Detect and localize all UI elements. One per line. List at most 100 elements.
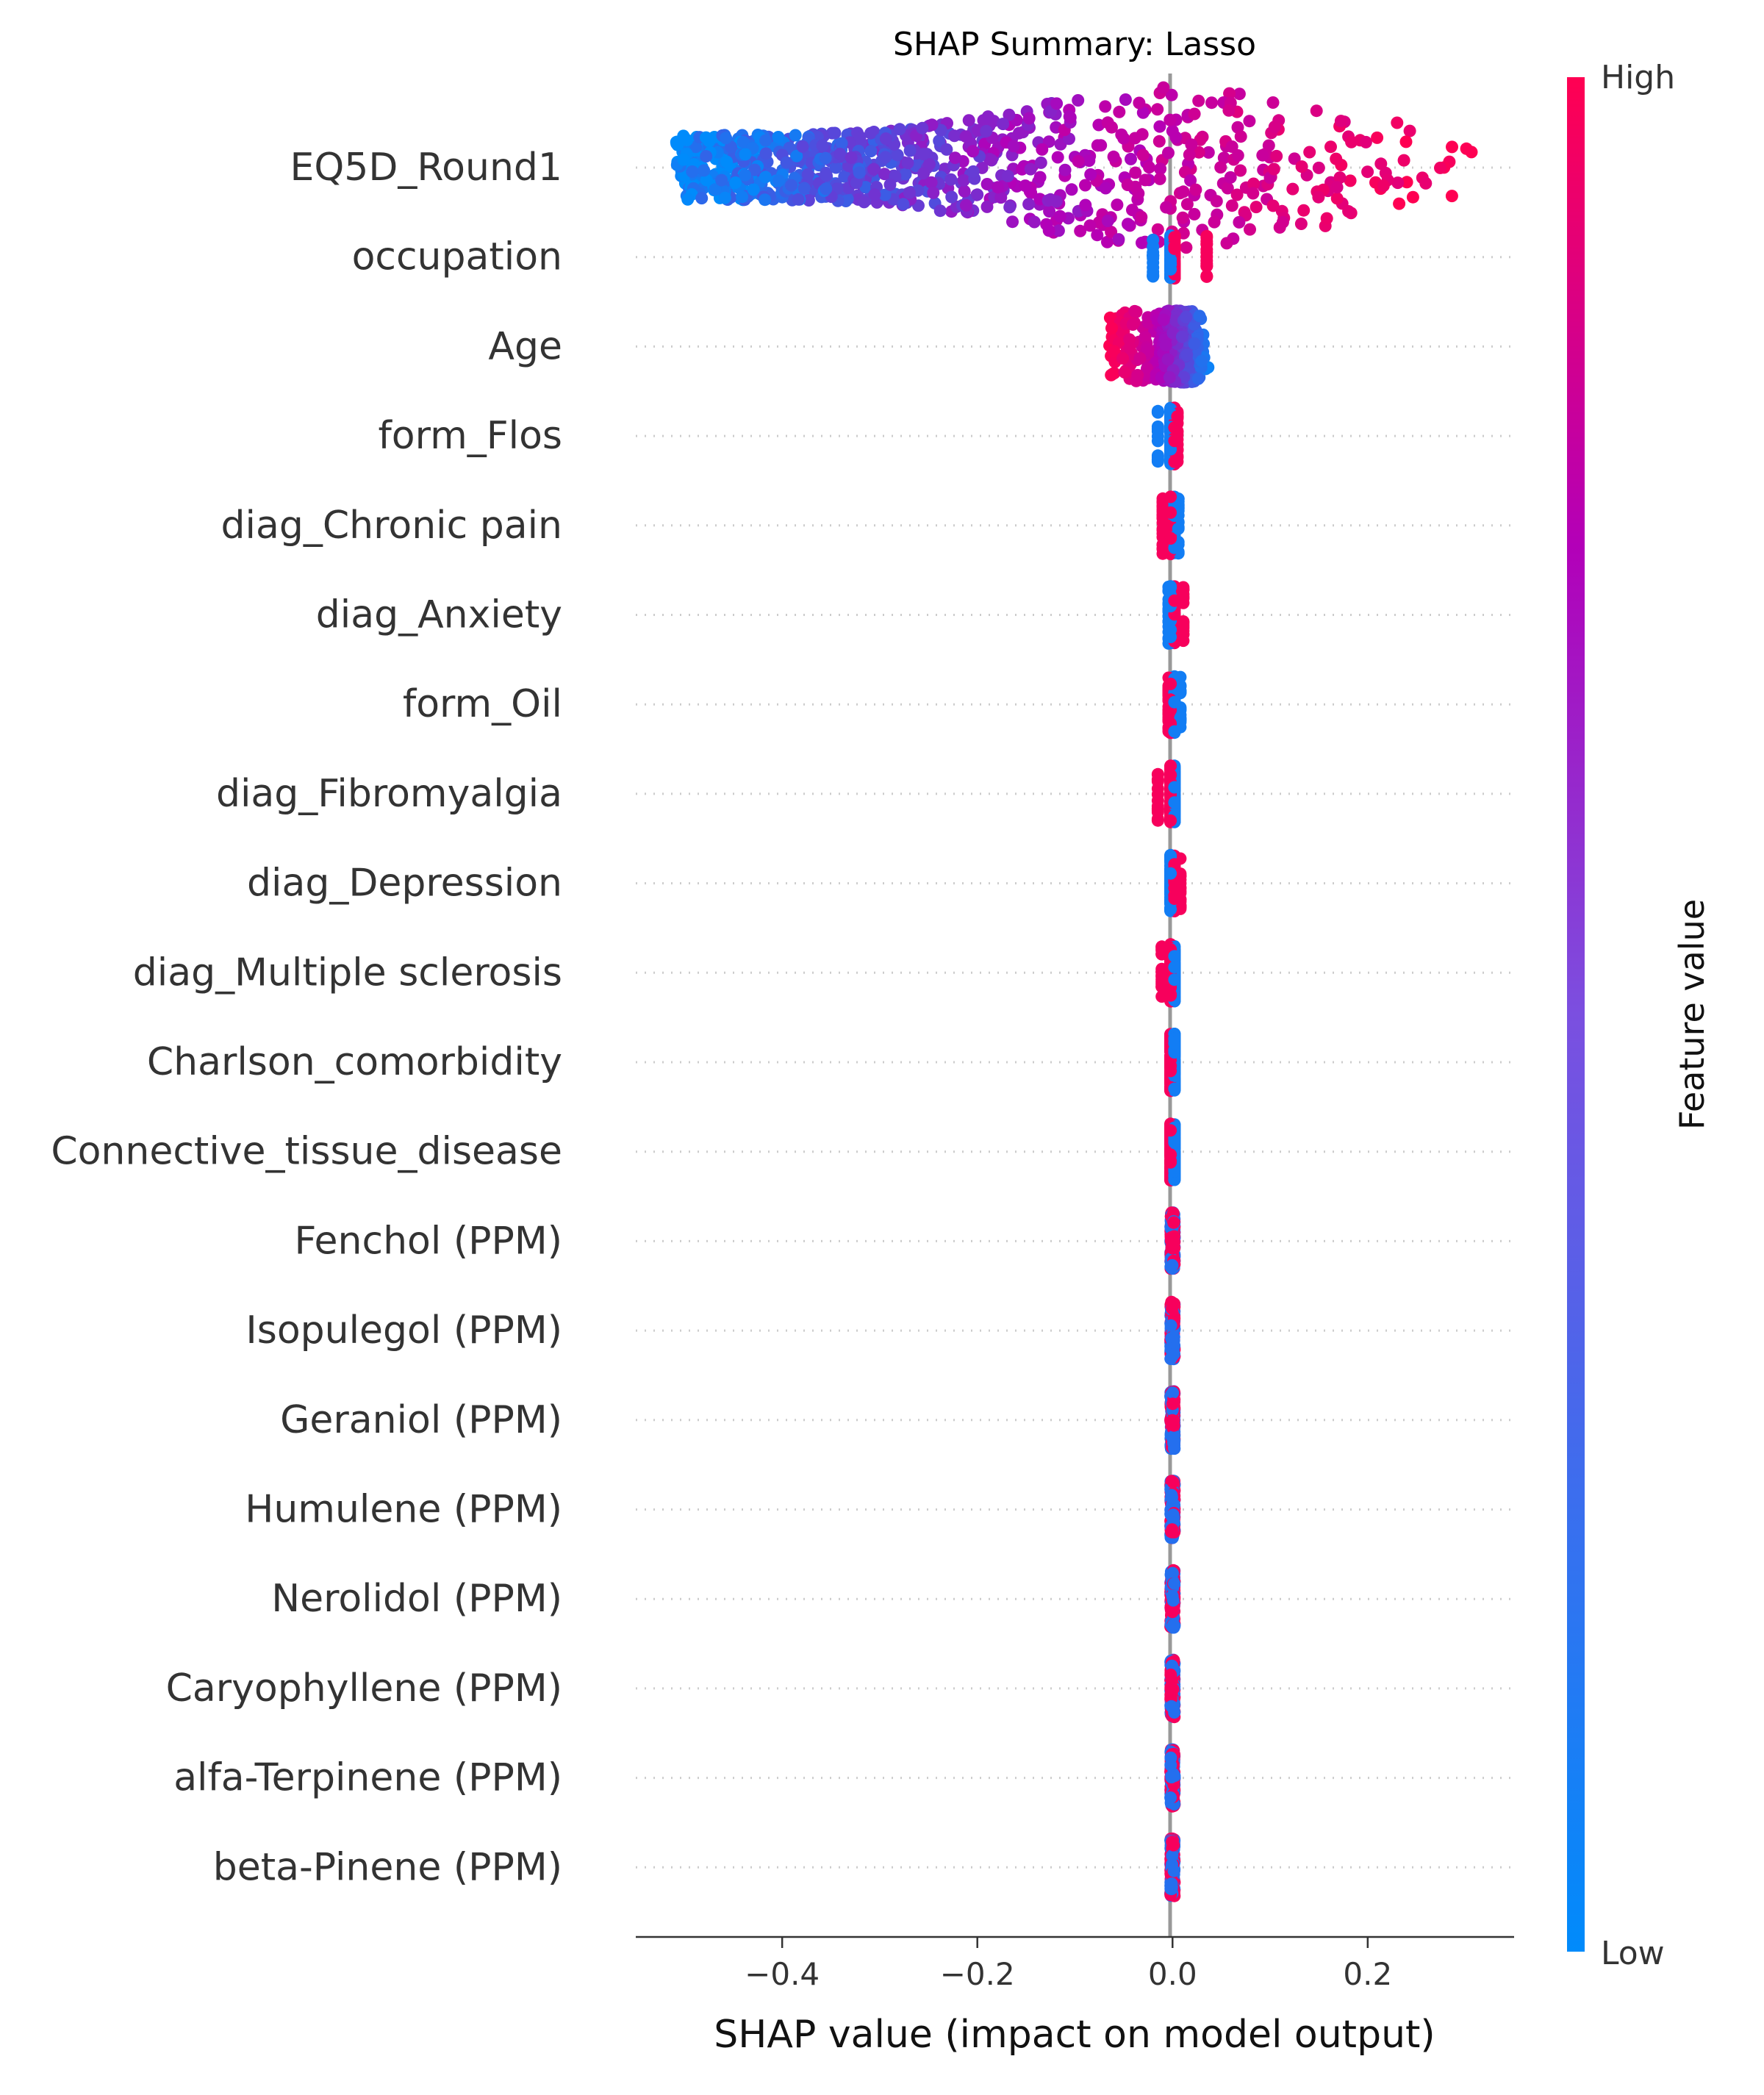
row-eq5d-round1-point: [1220, 237, 1233, 250]
row-eq5d-round1-point: [792, 193, 805, 206]
row-eq5d-round1-point: [739, 148, 752, 161]
row-eq5d-round1-point: [883, 178, 897, 191]
row-eq5d-round1-point: [1406, 190, 1419, 204]
row-eq5d-round1-point: [1153, 172, 1166, 185]
row-eq5d-round1-point: [833, 148, 847, 160]
row-eq5d-round1-point: [1223, 87, 1236, 100]
row-eq5d-round1-point: [1233, 87, 1246, 101]
row-eq5d-round1-point: [1007, 140, 1020, 153]
row-eq5d-round1-point: [1079, 198, 1092, 212]
row-age-point: [1180, 348, 1194, 362]
row-eq5d-round1-point: [971, 188, 984, 201]
row-eq5d-round1-point: [917, 148, 930, 161]
row-eq5d-round1-point: [1180, 241, 1193, 254]
row-form-oil-point: [1164, 677, 1177, 690]
row-eq5d-round1-point: [948, 129, 961, 143]
row-eq5d-round1-point: [700, 150, 713, 163]
row-eq5d-round1-point: [1247, 187, 1260, 200]
row-eq5d-round1-point: [801, 168, 814, 181]
row-eq5d-round1-point: [1183, 148, 1196, 161]
row-eq5d-round1-point: [698, 164, 711, 177]
row-diag-multiple-sclerosis-point: [1168, 950, 1181, 963]
row-eq5d-round1-point: [1460, 142, 1473, 155]
row-eq5d-round1-point: [1231, 149, 1244, 162]
row-eq5d-round1-point: [686, 165, 699, 178]
row-age-point: [1133, 351, 1147, 365]
row-eq5d-round1-point: [1180, 198, 1194, 211]
row-age-point: [1188, 337, 1201, 350]
chart-title: SHAP Summary: Lasso: [893, 26, 1256, 63]
row-eq5d-round1-point: [916, 121, 929, 135]
row-eq5d-round1-point: [1324, 140, 1337, 154]
row-eq5d-round1-point: [1403, 124, 1416, 137]
row-diag-fibromyalgia-point: [1164, 759, 1177, 773]
row-eq5d-round1-point: [1205, 96, 1218, 110]
row-age-point: [1193, 309, 1206, 323]
row-eq5d-round1-point: [967, 165, 980, 178]
row-charlson-comorbidity-point: [1164, 1059, 1177, 1072]
row-diag-fibromyalgia-point: [1168, 796, 1181, 809]
row-eq5d-round1-point: [1234, 130, 1247, 143]
row-eq5d-round1-point: [1122, 218, 1134, 231]
row-eq5d-round1-point: [958, 185, 971, 198]
row-form-flos-point: [1151, 453, 1164, 466]
row-eq5d-round1-point: [1050, 97, 1064, 110]
row-diag-depression-point: [1174, 884, 1187, 898]
row-occupation-point: [1200, 234, 1213, 248]
row-eq5d-round1-point: [1295, 160, 1308, 173]
row-eq5d-round1-point: [997, 118, 1010, 131]
row-eq5d-round1-point: [1028, 215, 1041, 229]
row-eq5d-round1-point: [759, 171, 772, 184]
row-eq5d-round1-point: [1177, 185, 1190, 198]
row-form-flos-point: [1168, 434, 1181, 448]
row-eq5d-round1-point: [1133, 96, 1146, 110]
row-eq5d-round1-point: [1233, 215, 1246, 229]
row-eq5d-round1-point: [1003, 201, 1017, 214]
row-eq5d-round1-point: [1091, 139, 1104, 152]
row-eq5d-round1-point: [1072, 154, 1085, 168]
row-eq5d-round1-point: [1393, 197, 1406, 210]
row-eq5d-round1-point: [957, 173, 970, 187]
row-eq5d-round1-point: [681, 134, 694, 146]
row-diag-chronic-pain-point: [1156, 547, 1169, 560]
row-eq5d-round1-point: [879, 151, 892, 164]
row-fenchol-ppm--point: [1167, 1216, 1180, 1229]
row-eq5d-round1-point: [1139, 173, 1152, 187]
row-eq5d-round1-point: [1344, 174, 1357, 187]
row-eq5d-round1-point: [850, 176, 863, 190]
row-humulene-ppm--point: [1166, 1475, 1180, 1489]
row-eq5d-round1-point: [1266, 199, 1280, 212]
row-eq5d-round1-point: [925, 176, 938, 189]
row-eq5d-round1-point: [1243, 115, 1256, 128]
row-eq5d-round1-point: [1270, 149, 1283, 162]
row-eq5d-round1-point: [747, 183, 760, 196]
row-eq5d-round1-point: [1160, 201, 1173, 214]
row-eq5d-round1-point: [816, 139, 829, 152]
row-diag-multiple-sclerosis-point: [1168, 961, 1181, 974]
row-occupation-point: [1147, 248, 1160, 262]
row-eq5d-round1-point: [868, 188, 881, 201]
row-eq5d-round1-point: [1036, 143, 1049, 156]
row-humulene-ppm--point: [1166, 1523, 1179, 1536]
row-eq5d-round1-point: [1391, 176, 1405, 190]
row-age-point: [1141, 343, 1155, 356]
row-isopulegol-ppm--point: [1167, 1331, 1180, 1344]
row-eq5d-round1-point: [897, 198, 910, 211]
row-eq5d-round1-point: [720, 155, 734, 168]
row-connective-tissue-disease-point: [1164, 1124, 1177, 1137]
row-eq5d-round1-point: [1022, 198, 1036, 211]
row-diag-fibromyalgia-point: [1168, 781, 1181, 794]
row-age-point: [1180, 310, 1193, 323]
row-eq5d-round1-point: [1310, 104, 1323, 118]
row-eq5d-round1-point: [934, 123, 947, 137]
row-eq5d-round1-point: [1361, 165, 1374, 179]
row-eq5d-round1-point: [835, 137, 848, 150]
row-age-point: [1123, 341, 1136, 354]
row-eq5d-round1-point: [1374, 157, 1388, 171]
row-eq5d-round1-point: [959, 130, 972, 143]
row-eq5d-round1-point: [1136, 148, 1150, 162]
row-eq5d-round1-point: [940, 143, 953, 156]
row-eq5d-round1-point: [720, 132, 733, 145]
row-eq5d-round1-point: [962, 114, 975, 127]
row-eq5d-round1-point: [689, 140, 702, 154]
